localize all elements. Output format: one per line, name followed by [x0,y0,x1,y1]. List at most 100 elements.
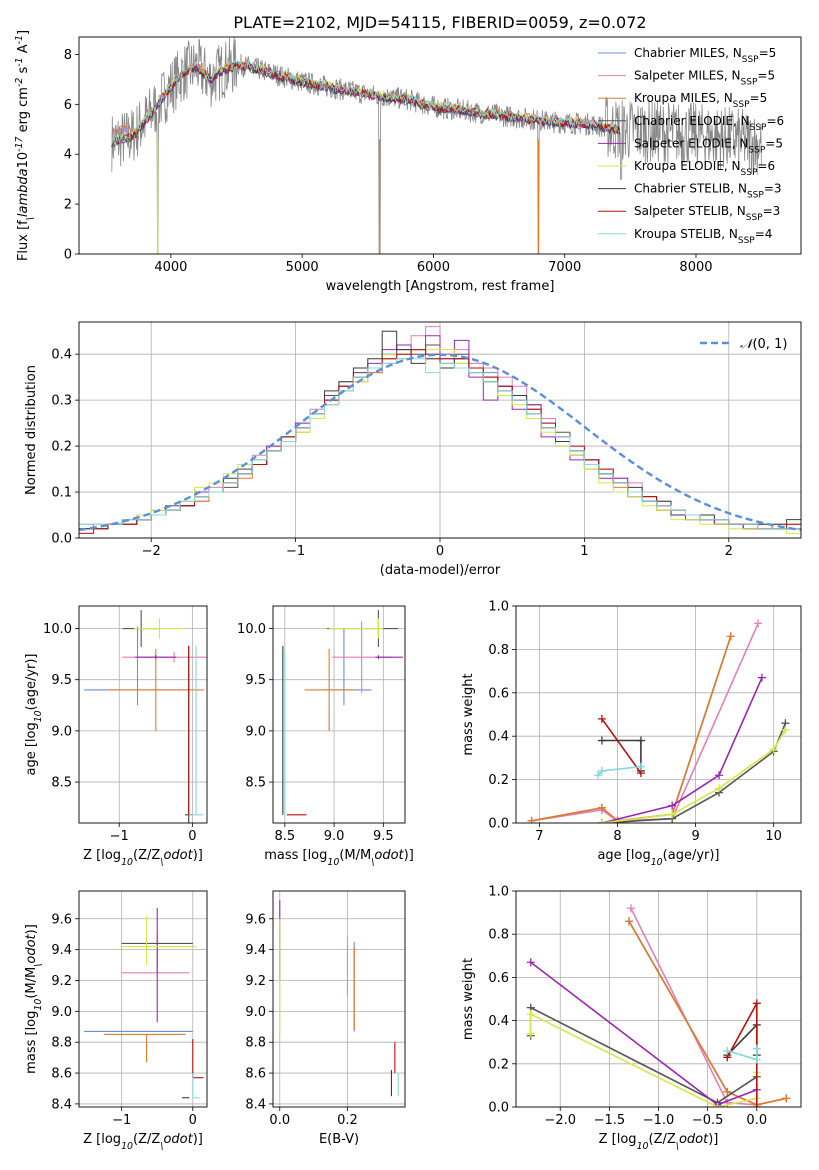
x-tick-label: 0.0 [746,1113,767,1128]
y-tick-label: 0.8 [488,928,509,943]
y-tick-label: 0.6 [488,971,509,986]
x-tick-label: 9.0 [324,829,345,844]
legend-label: Kroupa ELODIE, NSSP=6 [634,159,775,178]
y-tick-label: 6 [64,98,72,113]
x-tick-label: −1 [110,829,129,844]
x-tick-label: −1 [286,544,305,559]
chart-weight-vs-age: 7 8 9 10 0.0 0.2 0.4 0.6 0.8 1.0 age [log10(age/yr… [461,600,802,868]
y-tick-label: 2 [64,198,72,213]
legend-subscript: SSP [746,213,763,223]
data-point-marker [757,673,766,682]
data-point-marker [668,801,677,810]
series-line [531,636,732,822]
figure-title: PLATE=2102, MJD=54115, FIBERID=0059, z=0… [233,13,646,32]
y-tick-label: 0.4 [51,348,72,363]
data-point-marker [526,1029,535,1038]
errorbar-point-kroupa-miles [107,648,205,731]
y-tick-label: 1.0 [488,600,509,615]
x-tick-label: 4000 [154,260,187,275]
y-axis-label: Flux [f\lambda10-17 erg cm-2 s-1 A-1] [14,30,36,261]
y-tick-label: 9.4 [51,943,72,958]
legend-subscript: SSP [742,55,759,65]
x-tick-label: 5000 [286,260,319,275]
x-axis-label: Z [log10(Z/Z\odot)] [83,1132,203,1152]
axes-frame [515,890,802,1108]
y-tick-label: 10.0 [43,622,72,637]
grid [516,605,801,824]
normal-distribution-curve [79,353,801,532]
y-tick-label: 0.1 [51,486,72,501]
legend-subscript: SSP [750,123,767,133]
y-tick-label: 0.2 [488,773,509,788]
x-tick-label: 2 [725,544,733,559]
x-tick-label: 9.5 [373,829,394,844]
x-tick-label: 8 [613,829,621,844]
y-tick-label: 9.0 [245,1005,266,1020]
y-tick-label: 8.8 [51,1036,72,1051]
data-point-marker [526,1010,535,1019]
data-point-marker [781,725,790,734]
x-tick-label: 10 [765,829,782,844]
data-point-marker [752,999,761,1008]
plot-area [282,610,404,816]
y-tick-label: 4 [64,148,72,163]
y-tick-label: 9.0 [51,724,72,739]
legend-label: 𝒩(0, 1) [740,337,787,352]
legend-series-name: Salpeter ELODIE [634,136,732,150]
axes-frame [78,890,208,1108]
y-axis-label: mass weight [461,673,476,755]
data-point-marker [723,1046,732,1055]
grid [79,891,207,1107]
legend-label: Salpeter ELODIE, NSSP=5 [634,136,783,155]
legend-n-ssp: 5 [767,69,775,83]
x-tick-label: 0 [436,544,444,559]
legend-series-name: Kroupa STELIB [634,227,721,241]
legend-n-ssp: 4 [765,227,773,241]
y-tick-label: 8.6 [245,1067,266,1082]
y-tick-label: 8.4 [51,1097,72,1112]
data-point-marker [752,1044,761,1053]
grid [516,890,801,1108]
x-tick-label: −1.0 [643,1113,675,1128]
y-tick-label: 9.6 [51,912,72,927]
data-point-marker [782,1094,791,1103]
plot-area [84,610,207,823]
data-point-marker [527,816,536,823]
y-tick-label: 8 [64,48,72,63]
series-line [601,677,763,823]
grid [273,606,405,823]
errorbar-point-chabrier-miles [84,626,191,706]
series-kroupa-elodie [597,725,790,823]
legend-n-ssp: 3 [774,182,782,196]
y-tick-label: 0.3 [51,394,72,409]
y-axis-label: mass [log10(M/M\odot)] [24,924,44,1074]
errorbar-point-salpeter-elodie [375,655,404,660]
series-salpeter-miles [626,904,791,1107]
legend-series-name: Kroupa ELODIE [634,159,724,173]
errorbar-point-kroupa-miles [103,1033,186,1063]
y-tick-label: 9.2 [51,974,72,989]
legend-n-ssp: 5 [775,136,783,150]
x-tick-label: 7000 [548,260,581,275]
y-tick-label: 9.0 [245,724,266,739]
series-line [531,623,759,822]
x-tick-label: 8000 [679,260,712,275]
legend-series-name: Chabrier STELIB [634,182,730,196]
x-axis-label: (data-model)/error [380,563,501,578]
series-line [628,920,787,1106]
x-tick-label: −0.5 [692,1113,724,1128]
legend-series-name: Salpeter MILES [634,69,724,83]
legend-n-ssp: 3 [773,204,781,218]
x-tick-label: −1 [112,1113,131,1128]
data-point-marker [597,803,606,812]
axes-frame [272,890,406,1108]
x-axis-label: Z [log10(Z/Z\odot)] [599,1132,719,1152]
data-point-marker [597,819,606,823]
plot-area [79,326,801,534]
data-point-marker [752,1055,761,1064]
chart-weight-vs-Z: −2.0 −1.5 −1.0 −0.5 0.0 0.0 0.2 0.4 0.6 0.8 1.0 Z [… [461,885,802,1152]
grid [273,891,405,1107]
x-tick-label: 0.2 [337,1113,358,1128]
data-point-marker [726,632,735,641]
